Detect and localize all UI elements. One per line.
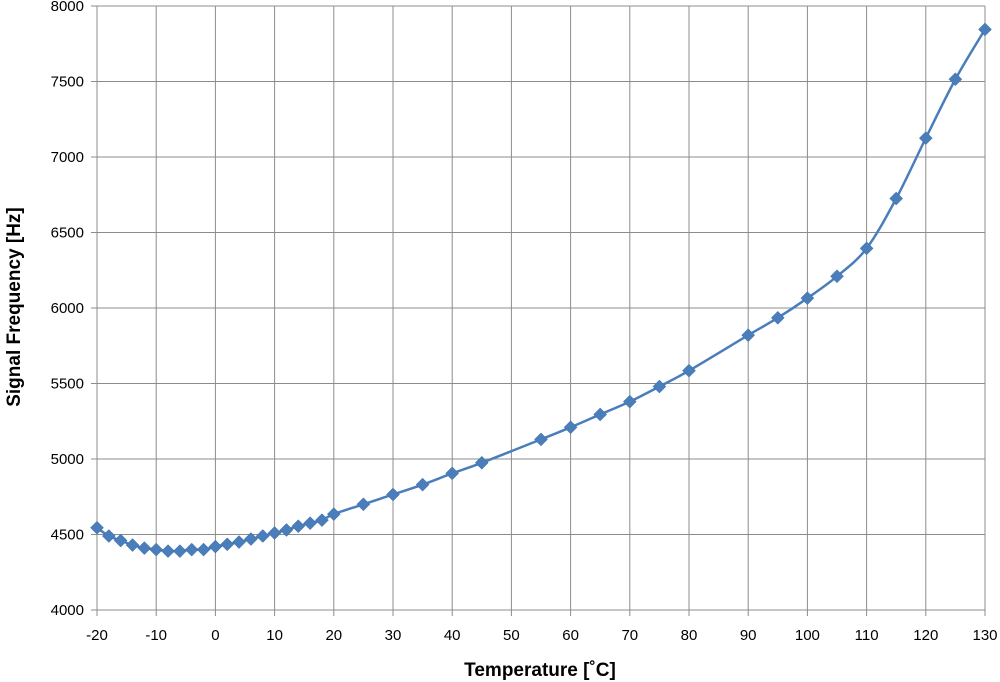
data-point-marker [255, 529, 270, 543]
y-tick-label: 6500 [51, 225, 84, 242]
data-point-marker [291, 519, 306, 534]
data-point-marker [90, 520, 104, 535]
data-point-marker [622, 394, 637, 409]
data-point-marker [196, 542, 211, 557]
y-axis-title: Signal Frequency [Hz] [4, 207, 25, 407]
x-tick-label: 20 [325, 627, 342, 644]
y-tick-label: 5000 [51, 451, 84, 468]
data-point-marker [303, 516, 317, 531]
data-point-marker [137, 541, 152, 555]
data-point-marker [682, 363, 696, 378]
data-point-marker [948, 72, 963, 87]
data-point-marker [770, 310, 785, 325]
data-point-marker [267, 526, 282, 540]
data-point-marker [830, 269, 844, 284]
data-point-marker [652, 379, 667, 394]
data-point-marker [978, 22, 992, 37]
x-tick-label: -20 [86, 627, 108, 644]
x-axis-title: Temperature [˚C] [464, 660, 616, 681]
data-series [90, 22, 992, 558]
x-tick-label: 100 [795, 627, 820, 644]
x-tick-label: 0 [211, 627, 219, 644]
y-tick-label: 4000 [51, 602, 84, 619]
gridlines [91, 5, 986, 616]
y-tick-label: 7500 [51, 74, 84, 91]
data-point-marker [356, 497, 371, 512]
x-tick-label: 30 [385, 627, 402, 644]
x-tick-label: 50 [503, 627, 520, 644]
data-point-marker [326, 507, 341, 521]
y-tick-label: 7000 [51, 149, 84, 166]
data-point-marker [184, 542, 199, 557]
data-point-marker [208, 539, 223, 554]
data-point-marker [534, 432, 548, 447]
data-point-marker [101, 529, 116, 543]
data-point-marker [161, 544, 175, 558]
x-tick-label: 110 [855, 627, 879, 644]
x-tick-label: 70 [621, 627, 638, 644]
data-point-marker [415, 477, 430, 492]
data-point-marker [113, 533, 128, 548]
data-point-marker [889, 191, 904, 206]
data-point-marker [741, 328, 756, 343]
x-tick-label: 130 [972, 627, 997, 644]
y-tick-label: 6000 [51, 300, 84, 317]
data-point-marker [220, 537, 235, 552]
x-tick-label: 40 [444, 627, 461, 644]
y-tick-labels: 4000 4500 5000 5500 6000 6500 7000 7500 8000 [51, 0, 84, 619]
x-tick-label: 80 [681, 627, 698, 644]
y-tick-label: 8000 [51, 0, 84, 15]
x-tick-labels: -20 -10 0 10 20 30 40 50 60 70 80 90 100 110 120 130 [86, 627, 997, 644]
x-tick-label: -10 [145, 627, 167, 644]
data-point-marker [918, 131, 933, 145]
data-point-marker [244, 532, 258, 546]
data-point-marker [173, 544, 187, 558]
data-point-marker [800, 291, 815, 306]
y-tick-label: 4500 [51, 527, 84, 544]
data-point-marker [125, 538, 140, 552]
data-point-marker [474, 455, 489, 470]
data-point-marker [445, 466, 460, 481]
series-line [96, 28, 987, 553]
data-point-marker [593, 407, 608, 422]
data-point-marker [149, 542, 164, 557]
x-tick-label: 90 [740, 627, 757, 644]
x-tick-label: 60 [562, 627, 579, 644]
data-point-marker [232, 535, 246, 549]
x-tick-label: 10 [266, 627, 283, 644]
data-point-marker [315, 513, 329, 528]
x-tick-label: 120 [913, 627, 938, 644]
data-point-marker [386, 487, 400, 502]
data-point-marker [859, 241, 874, 256]
axes [96, 6, 985, 611]
data-point-marker [563, 420, 578, 435]
data-point-marker [279, 523, 294, 537]
y-tick-label: 5500 [51, 376, 84, 393]
